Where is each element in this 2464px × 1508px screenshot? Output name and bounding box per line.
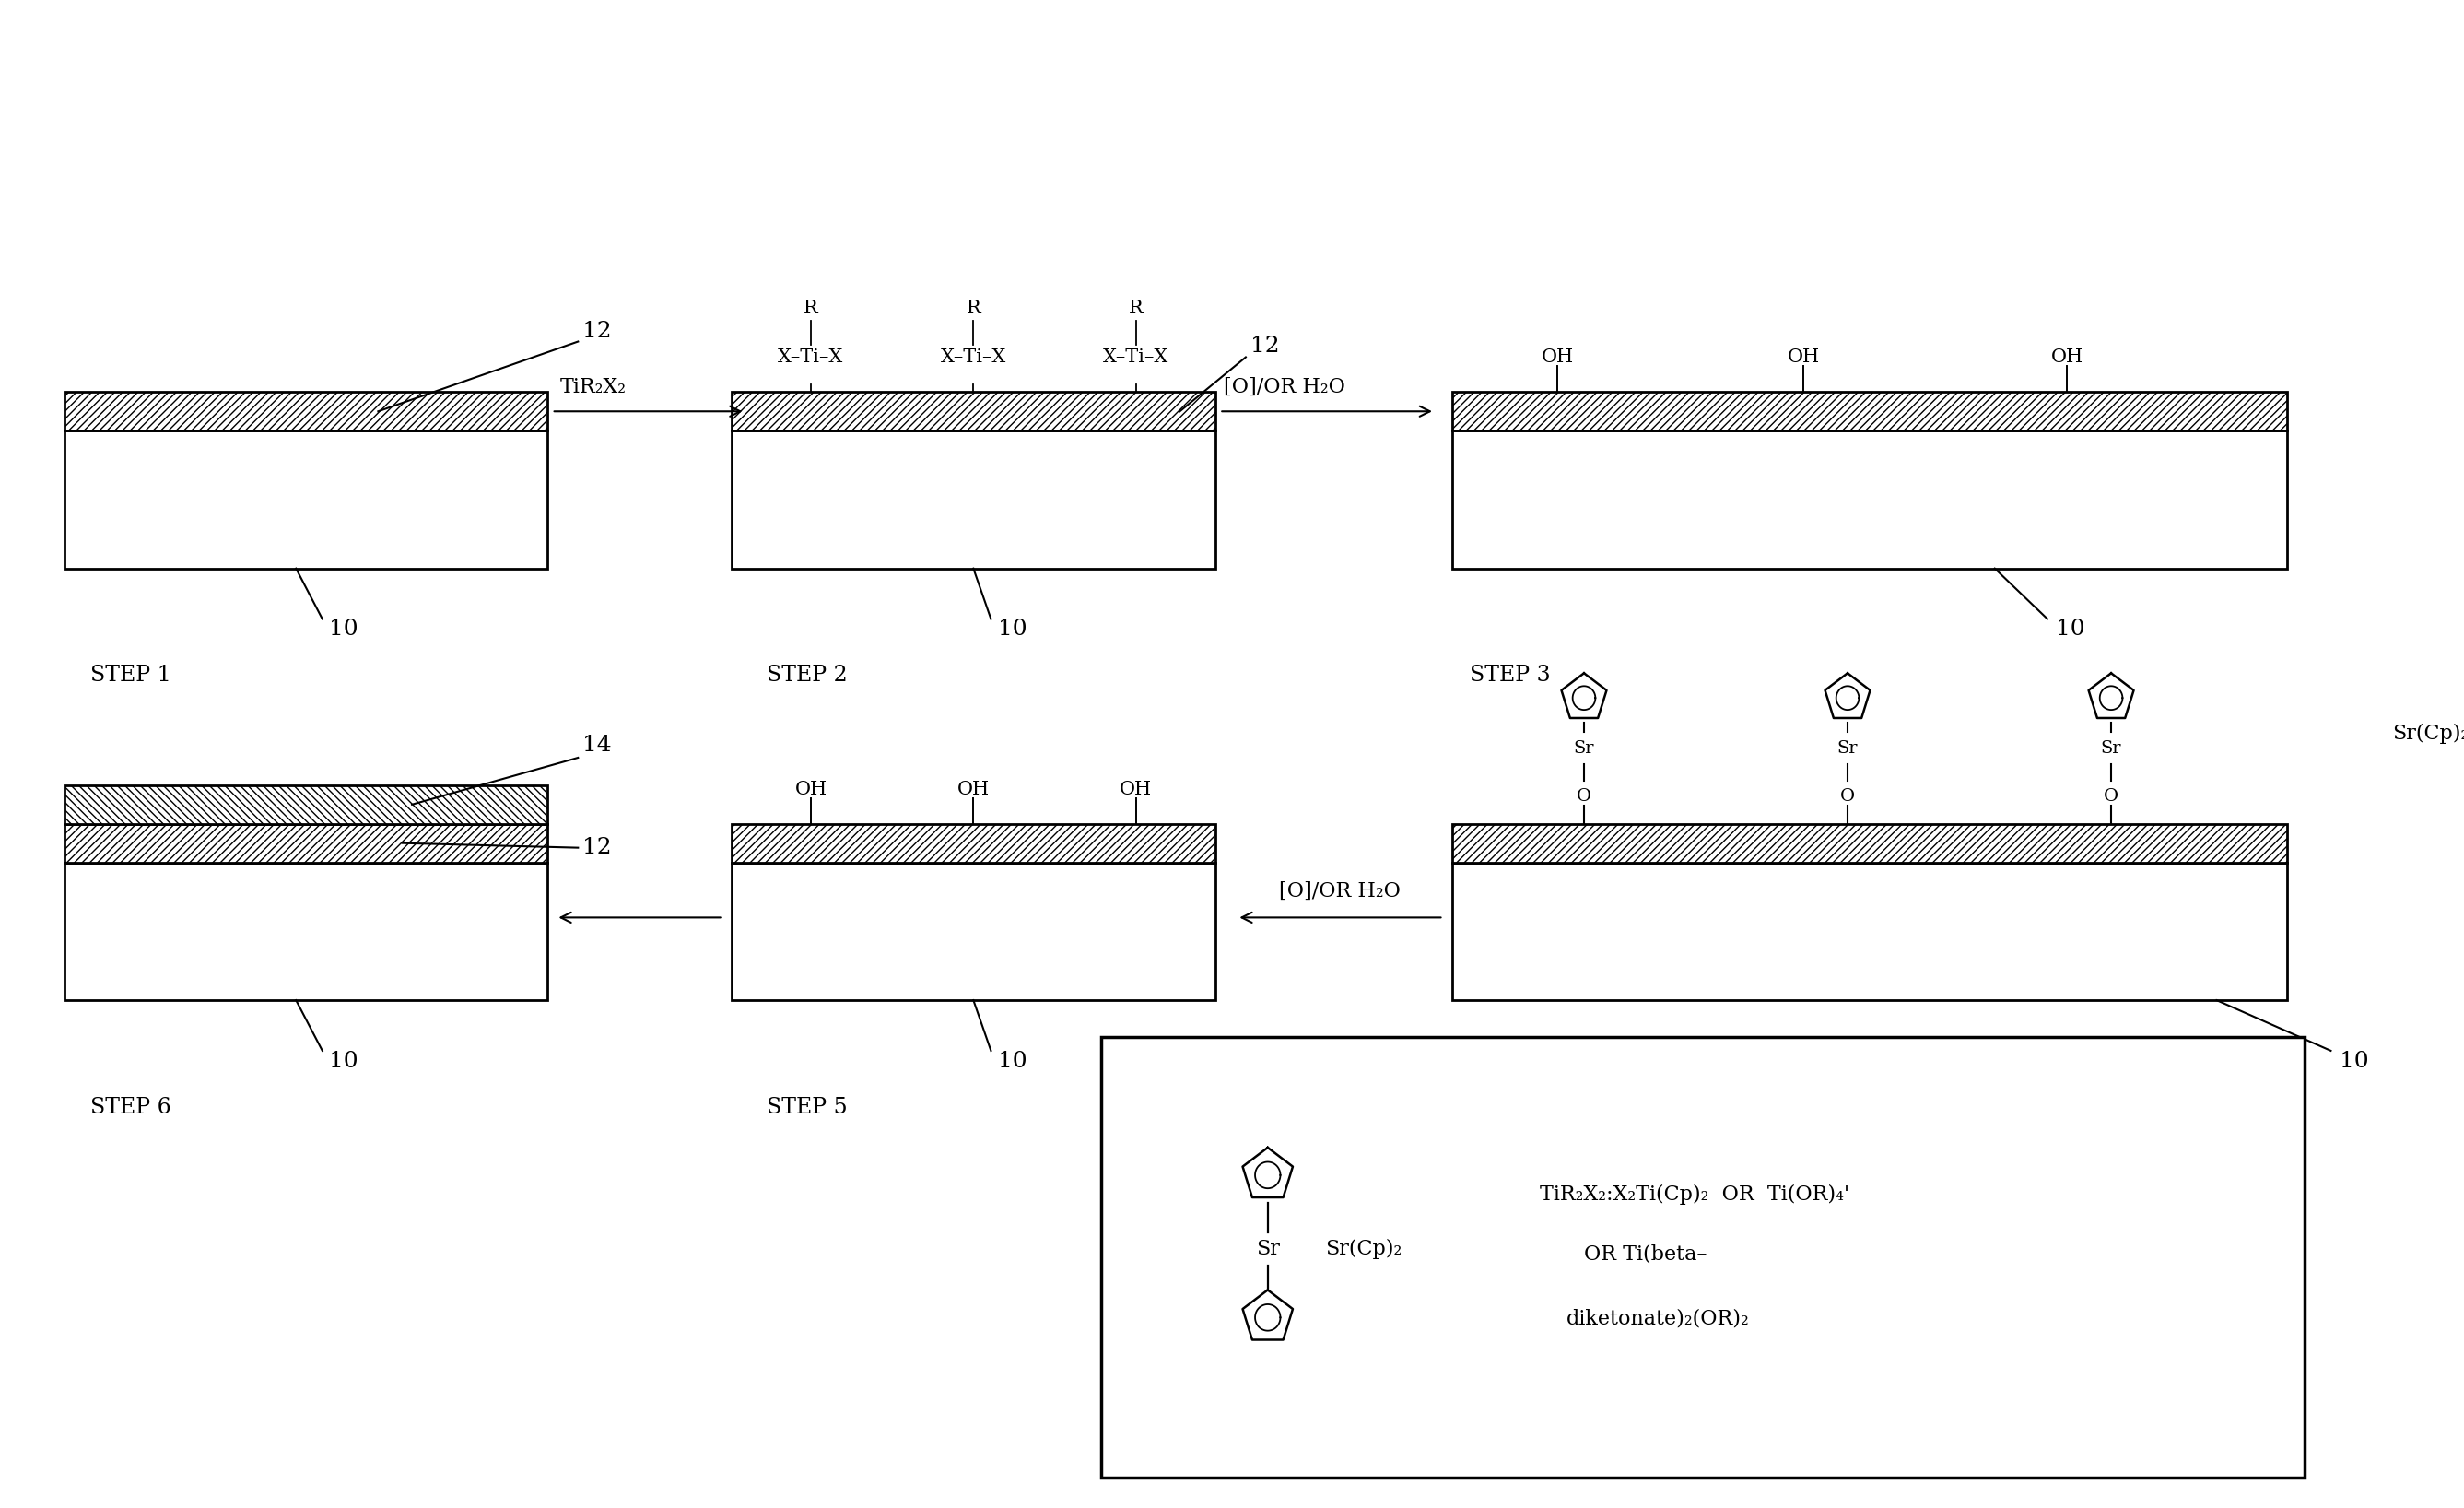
Text: R: R xyxy=(966,299,981,317)
Bar xyxy=(64,863,547,1000)
Text: OH: OH xyxy=(796,781,828,798)
Bar xyxy=(64,431,547,569)
Text: OR Ti(beta–: OR Ti(beta– xyxy=(1584,1244,1708,1264)
Text: [O]/OR H₂O: [O]/OR H₂O xyxy=(1225,377,1345,398)
Bar xyxy=(1451,863,2287,1000)
Text: 12: 12 xyxy=(582,837,611,858)
Text: 12: 12 xyxy=(1249,336,1279,357)
Text: STEP 2: STEP 2 xyxy=(766,665,848,686)
Text: TiR₂X₂:X₂Ti(Cp)₂  OR  Ti(OR)₄': TiR₂X₂:X₂Ti(Cp)₂ OR Ti(OR)₄' xyxy=(1540,1184,1850,1205)
Text: OH: OH xyxy=(1786,348,1821,366)
Text: Sr: Sr xyxy=(1838,740,1858,757)
Text: OH: OH xyxy=(1542,348,1574,366)
Text: STEP 3: STEP 3 xyxy=(1471,665,1550,686)
Text: diketonate)₂(OR)₂: diketonate)₂(OR)₂ xyxy=(1567,1309,1749,1329)
Text: OH: OH xyxy=(2050,348,2085,366)
Text: 12: 12 xyxy=(582,320,611,341)
Bar xyxy=(1451,392,2287,431)
Bar xyxy=(732,392,1215,431)
Bar xyxy=(64,392,547,431)
Text: O: O xyxy=(1841,789,1855,805)
Text: R: R xyxy=(1129,299,1143,317)
Text: STEP 5: STEP 5 xyxy=(766,1096,848,1117)
Text: STEP 1: STEP 1 xyxy=(91,665,172,686)
Text: 10: 10 xyxy=(998,618,1027,641)
Text: R: R xyxy=(803,299,818,317)
Text: STEP 4: STEP 4 xyxy=(1478,1096,1560,1117)
Text: 14: 14 xyxy=(582,734,611,756)
Bar xyxy=(64,786,547,823)
Text: Sr(Cp)₂: Sr(Cp)₂ xyxy=(2393,724,2464,743)
Bar xyxy=(732,823,1215,863)
Text: OH: OH xyxy=(1119,781,1153,798)
Text: Sr(Cp)₂: Sr(Cp)₂ xyxy=(1326,1238,1402,1259)
Text: O: O xyxy=(2104,789,2119,805)
Bar xyxy=(64,823,547,863)
Bar xyxy=(1101,1038,2304,1478)
Text: Sr: Sr xyxy=(1257,1238,1279,1259)
Text: STEP 6: STEP 6 xyxy=(91,1096,172,1117)
Bar xyxy=(1451,823,2287,863)
Text: Sr: Sr xyxy=(2102,740,2122,757)
Text: X–Ti–X: X–Ti–X xyxy=(779,348,843,365)
Text: X–Ti–X: X–Ti–X xyxy=(1104,348,1168,365)
Bar xyxy=(732,863,1215,1000)
Text: X–Ti–X: X–Ti–X xyxy=(941,348,1005,365)
Text: 10: 10 xyxy=(2341,1051,2368,1072)
Bar xyxy=(1451,431,2287,569)
Text: 10: 10 xyxy=(330,1051,360,1072)
Text: 10: 10 xyxy=(330,618,360,641)
Text: OH: OH xyxy=(956,781,991,798)
Text: TiR₂X₂: TiR₂X₂ xyxy=(559,377,626,398)
Text: 10: 10 xyxy=(998,1051,1027,1072)
Text: [O]/OR H₂O: [O]/OR H₂O xyxy=(1279,881,1402,900)
Text: Sr: Sr xyxy=(1574,740,1594,757)
Text: O: O xyxy=(1577,789,1592,805)
Bar xyxy=(732,431,1215,569)
Text: 10: 10 xyxy=(2057,618,2085,641)
